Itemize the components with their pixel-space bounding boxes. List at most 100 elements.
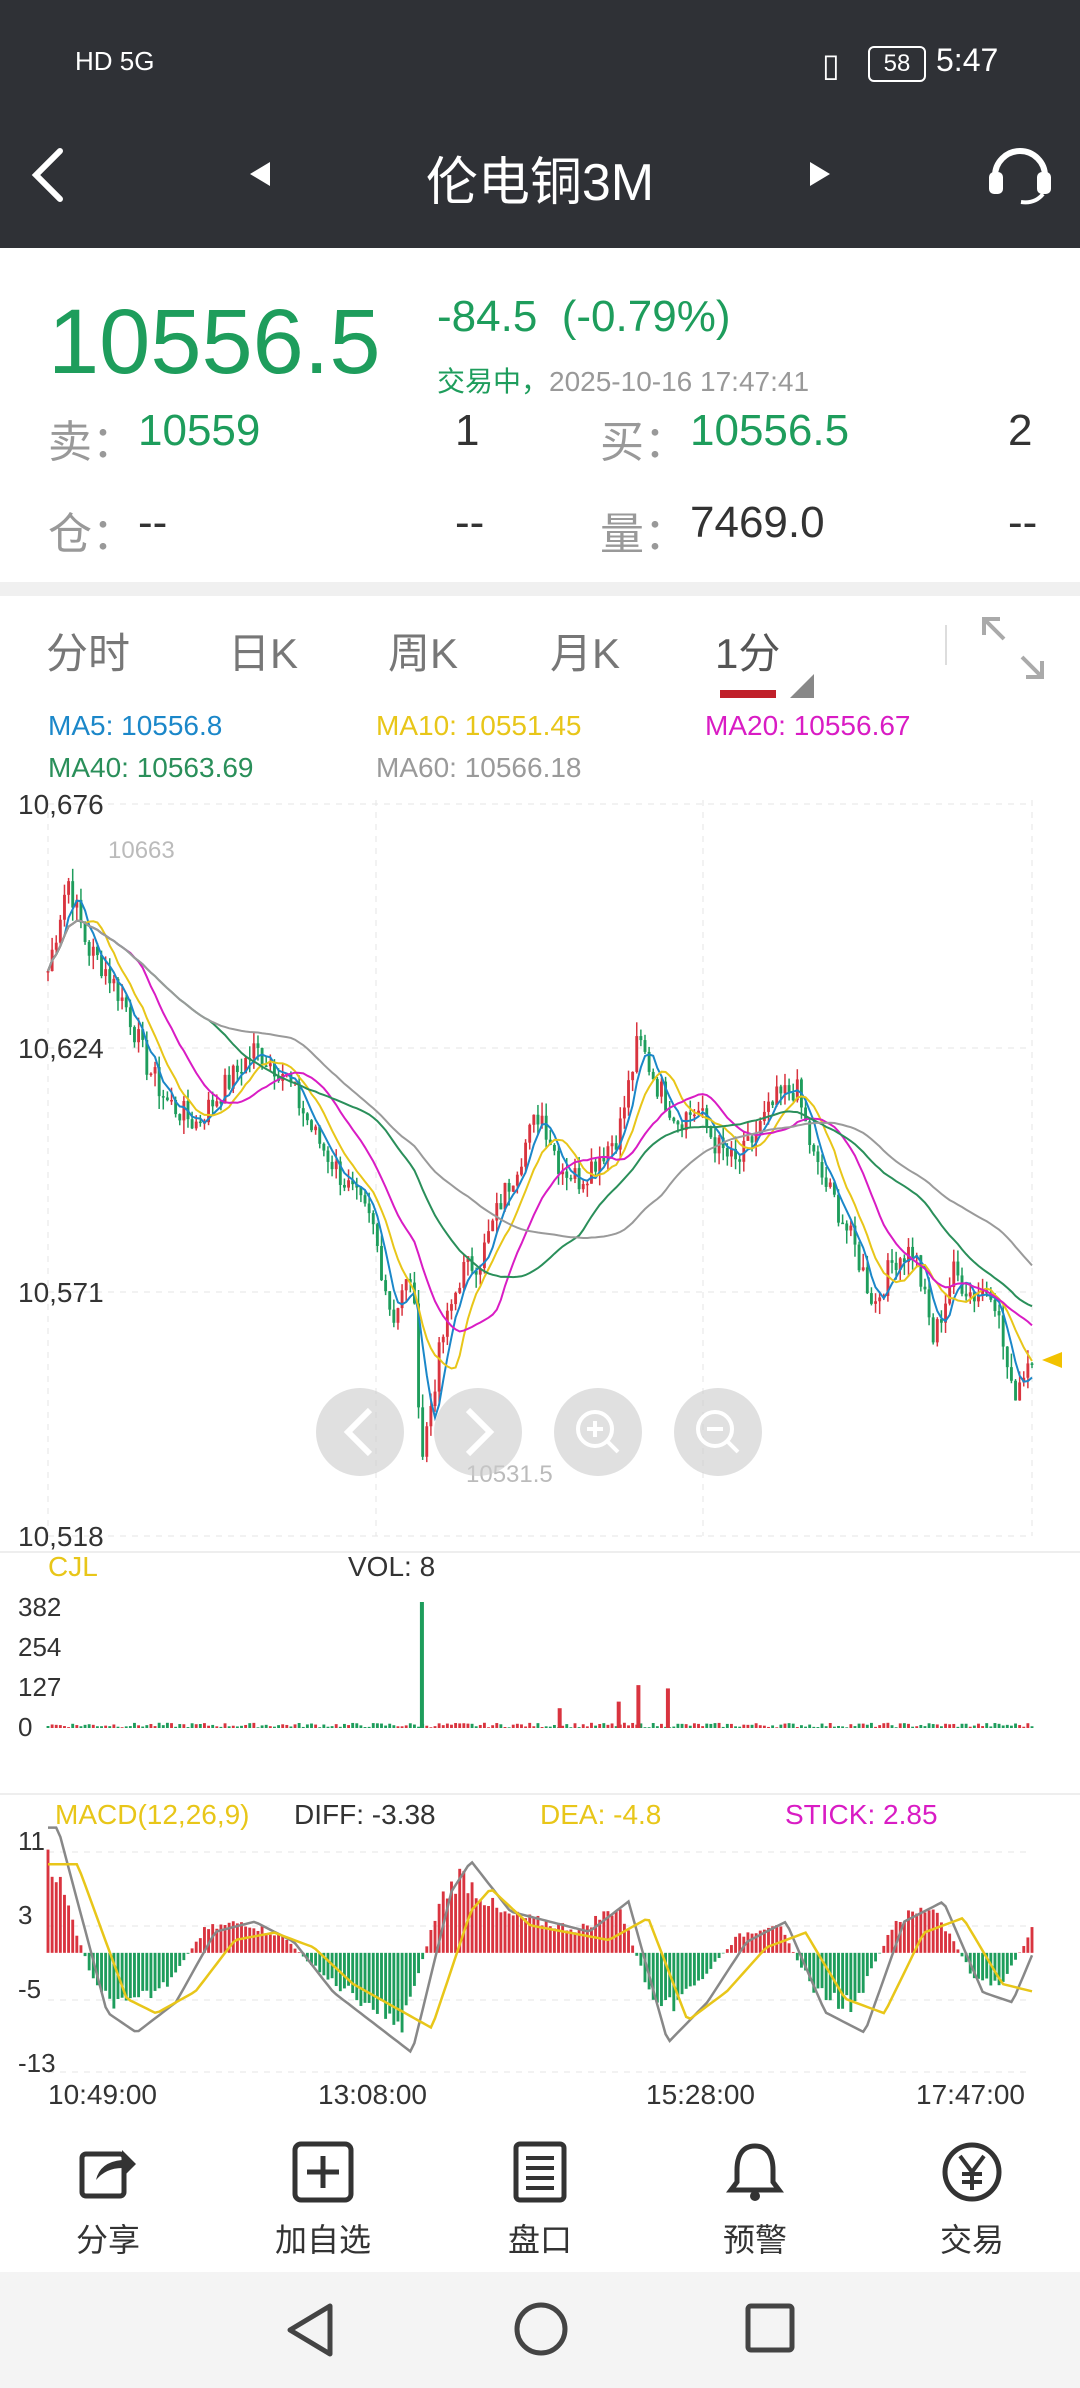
- zoom-in-button[interactable]: [554, 1388, 642, 1476]
- volume-bar: [116, 1726, 120, 1728]
- add-watchlist-button[interactable]: 加自选: [253, 2140, 393, 2261]
- volume-bar: [91, 1724, 95, 1728]
- add-watchlist-icon: [292, 2141, 354, 2203]
- macd-bar: [585, 1925, 589, 1953]
- fullscreen-icon[interactable]: [980, 615, 1046, 681]
- customer-service-icon[interactable]: [985, 140, 1055, 206]
- trade-button[interactable]: 交易: [902, 2140, 1042, 2261]
- macd-bar: [758, 1930, 762, 1953]
- yen-icon: [942, 2142, 1002, 2202]
- next-contract-icon[interactable]: [808, 160, 832, 188]
- macd-bar: [828, 1952, 832, 2001]
- candle-body: [499, 1203, 503, 1210]
- alert-button[interactable]: 预警: [685, 2140, 825, 2261]
- volume-bar: [429, 1727, 433, 1728]
- macd-bar: [161, 1952, 165, 1983]
- candle-body: [635, 1036, 639, 1072]
- volume-bar: [944, 1723, 947, 1728]
- nav-recents-icon[interactable]: [744, 2302, 796, 2354]
- volume-bar: [664, 1726, 668, 1728]
- tab-1min[interactable]: 1分: [715, 630, 781, 677]
- candle-body: [223, 1074, 227, 1104]
- macd-bar: [1001, 1952, 1005, 1982]
- macd-bar: [865, 1952, 869, 1977]
- candle-body: [627, 1080, 630, 1108]
- volume-bar: [972, 1725, 976, 1728]
- nav-home-icon[interactable]: [512, 2300, 570, 2358]
- candle-body: [268, 1063, 272, 1067]
- volume-bar: [108, 1726, 112, 1728]
- candle-body: [178, 1114, 182, 1121]
- macd-bar: [268, 1934, 272, 1953]
- candle-body: [857, 1244, 861, 1271]
- volume-bar: [565, 1724, 569, 1728]
- volume-bar: [746, 1724, 750, 1728]
- tab-timeshare[interactable]: 分时: [46, 630, 131, 677]
- macd-bar: [145, 1952, 149, 1991]
- time-axis-label: 13:08:00: [318, 2079, 427, 2110]
- macd-bar: [820, 1952, 824, 1989]
- volume-bar: [445, 1723, 449, 1728]
- share-label: 分享: [75, 2222, 140, 2258]
- zoom-out-button[interactable]: [674, 1388, 762, 1476]
- macd-bar: [915, 1913, 919, 1953]
- tab-daily-k[interactable]: 日K: [228, 630, 299, 677]
- section-divider: [0, 582, 1080, 596]
- period-dropdown-icon[interactable]: [790, 674, 814, 698]
- macd-bar: [561, 1923, 565, 1953]
- volume-bar: [231, 1725, 235, 1728]
- volume-bar: [622, 1722, 626, 1728]
- candle-body: [128, 1007, 132, 1028]
- volume-bar: [1030, 1726, 1034, 1728]
- macd-bar: [186, 1952, 190, 1954]
- share-icon: [79, 2150, 136, 2199]
- time-axis-label: 15:28:00: [646, 2079, 755, 2110]
- volume-bar: [548, 1726, 552, 1728]
- macd-bar: [141, 1952, 145, 1991]
- volume-title: CJL: [48, 1551, 98, 1582]
- candle-body: [231, 1065, 235, 1089]
- macd-axis-label: -13: [18, 2048, 56, 2078]
- volume-bar: [701, 1726, 705, 1728]
- tab-monthly-k[interactable]: 月K: [550, 630, 621, 677]
- macd-diff-line: [48, 1826, 1034, 2054]
- volume-bar: [631, 1722, 635, 1728]
- nav-back-icon[interactable]: [282, 2300, 338, 2360]
- macd-bar: [614, 1911, 618, 1953]
- scroll-left-button[interactable]: [316, 1388, 404, 1476]
- volume-bar: [503, 1726, 507, 1728]
- volume-bar: [293, 1724, 297, 1728]
- volume-bar: [808, 1724, 812, 1728]
- candle-body: [495, 1203, 499, 1221]
- candle-body: [396, 1308, 400, 1323]
- volume-bar: [174, 1726, 178, 1728]
- candle-body: [301, 1108, 305, 1114]
- candle-body: [470, 1256, 474, 1271]
- time-axis-label: 10:49:00: [48, 2079, 157, 2110]
- macd-bar: [408, 1952, 412, 1997]
- share-button[interactable]: 分享: [38, 2140, 178, 2261]
- back-icon[interactable]: [28, 145, 68, 205]
- candle-body: [91, 946, 95, 956]
- volume-bar: [845, 1727, 849, 1728]
- candle-body: [660, 1081, 663, 1097]
- tab-weekly-k[interactable]: 周K: [388, 630, 459, 677]
- scroll-right-button[interactable]: [434, 1388, 522, 1476]
- candle-body: [771, 1101, 775, 1106]
- volume-bar: [133, 1722, 136, 1728]
- candle-body: [581, 1184, 585, 1190]
- orderbook-button[interactable]: 盘口: [470, 2140, 610, 2261]
- candle-body: [692, 1114, 696, 1117]
- macd-bar: [190, 1948, 194, 1953]
- macd-bar: [783, 1934, 787, 1953]
- macd-bar: [318, 1952, 322, 1973]
- candle-body: [75, 899, 79, 908]
- macd-bar: [952, 1941, 956, 1953]
- volume-bar: [396, 1726, 400, 1728]
- candle-body: [919, 1255, 923, 1287]
- volume-bar: [371, 1723, 375, 1728]
- prev-contract-icon[interactable]: [248, 160, 272, 188]
- macd-bar: [956, 1949, 960, 1953]
- kline-chart[interactable]: 10,676 10,624 10,571 10,518 10663 10531.…: [0, 680, 1080, 2110]
- candle-body: [240, 1072, 243, 1074]
